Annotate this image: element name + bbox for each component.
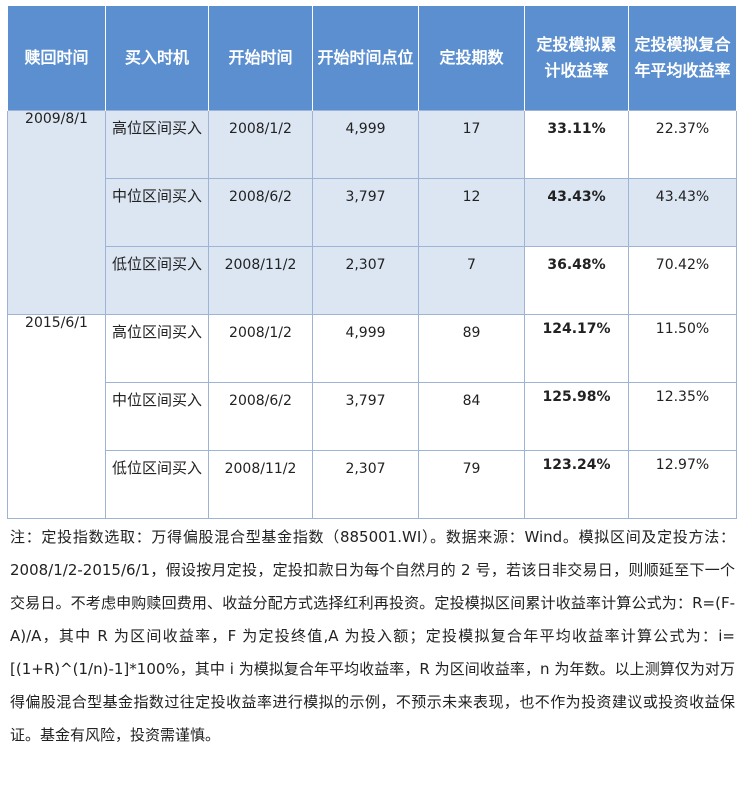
- periods-cell: 12: [462, 189, 481, 205]
- periods-cell: 7: [467, 257, 476, 273]
- buy-timing-cell: 高位区间买入: [111, 323, 202, 341]
- returns-table: 赎回时间 买入时机 开始时间 开始时间点位 定投期数 定投模拟累计收益率 定投模…: [7, 6, 737, 519]
- footnote: 注：定投指数选取：万得偏股混合型基金指数（885001.WI）。数据来源：Win…: [10, 528, 735, 744]
- cagr-cell: 11.50%: [655, 321, 710, 337]
- table-row: 中位区间买入 2008/6/2 3,797 84 125.98% 12.35%: [8, 382, 737, 451]
- start-point-cell: 2,307: [345, 461, 386, 477]
- buy-timing-cell: 低位区间买入: [111, 459, 202, 477]
- cagr-cell: 22.37%: [655, 121, 710, 137]
- redeem-date-cell: 2009/8/1: [7, 110, 106, 315]
- table-row: 低位区间买入 2008/11/2 2,307 79 123.24% 12.97%: [8, 450, 737, 519]
- cum-return-cell: 33.11%: [547, 121, 606, 137]
- cum-return-cell: 36.48%: [547, 257, 606, 273]
- table-row: 中位区间买入 2008/6/2 3,797 12 43.43% 43.43%: [8, 178, 737, 247]
- cum-return-cell: 124.17%: [542, 321, 611, 337]
- header-buy-timing: 买入时机: [105, 6, 209, 111]
- cagr-cell: 43.43%: [655, 189, 710, 205]
- cum-return-cell: 43.43%: [547, 189, 606, 205]
- header-redeem-time: 赎回时间: [7, 6, 106, 111]
- cagr-cell: 12.97%: [655, 457, 710, 473]
- table-row: 2009/8/1 高位区间买入 2008/1/2 4,999 17 33.11%…: [7, 110, 737, 315]
- buy-timing-cell: 高位区间买入: [111, 119, 202, 137]
- header-periods: 定投期数: [418, 6, 525, 111]
- cum-return-cell: 125.98%: [542, 389, 611, 405]
- periods-cell: 17: [462, 121, 481, 137]
- table-row: 低位区间买入 2008/11/2 2,307 7 36.48% 70.42%: [8, 246, 737, 315]
- buy-timing-cell: 中位区间买入: [111, 187, 202, 205]
- periods-cell: 84: [462, 393, 481, 409]
- header-cum-return: 定投模拟累计收益率: [524, 6, 629, 111]
- start-point-cell: 3,797: [345, 189, 386, 205]
- start-time-cell: 2008/1/2: [229, 121, 292, 137]
- start-point-cell: 4,999: [345, 121, 386, 137]
- buy-timing-cell: 中位区间买入: [111, 391, 202, 409]
- table-header-row: 赎回时间 买入时机 开始时间 开始时间点位 定投期数 定投模拟累计收益率 定投模…: [7, 6, 737, 111]
- header-start-time: 开始时间: [208, 6, 313, 111]
- start-time-cell: 2008/6/2: [229, 393, 292, 409]
- cagr-cell: 70.42%: [655, 257, 710, 273]
- periods-cell: 79: [462, 461, 481, 477]
- start-time-cell: 2008/11/2: [224, 461, 297, 477]
- buy-timing-cell: 低位区间买入: [111, 255, 202, 273]
- cum-return-cell: 123.24%: [542, 457, 611, 473]
- start-point-cell: 4,999: [345, 325, 386, 341]
- periods-cell: 89: [462, 325, 481, 341]
- start-time-cell: 2008/11/2: [224, 257, 297, 273]
- header-cagr: 定投模拟复合年平均收益率: [628, 6, 737, 111]
- start-time-cell: 2008/6/2: [229, 189, 292, 205]
- header-start-point: 开始时间点位: [312, 6, 419, 111]
- start-point-cell: 3,797: [345, 393, 386, 409]
- table-row: 2015/6/1 高位区间买入 2008/1/2 4,999 89 124.17…: [7, 314, 737, 519]
- cagr-cell: 12.35%: [655, 389, 710, 405]
- start-time-cell: 2008/1/2: [229, 325, 292, 341]
- start-point-cell: 2,307: [345, 257, 386, 273]
- redeem-date-cell: 2015/6/1: [7, 314, 106, 519]
